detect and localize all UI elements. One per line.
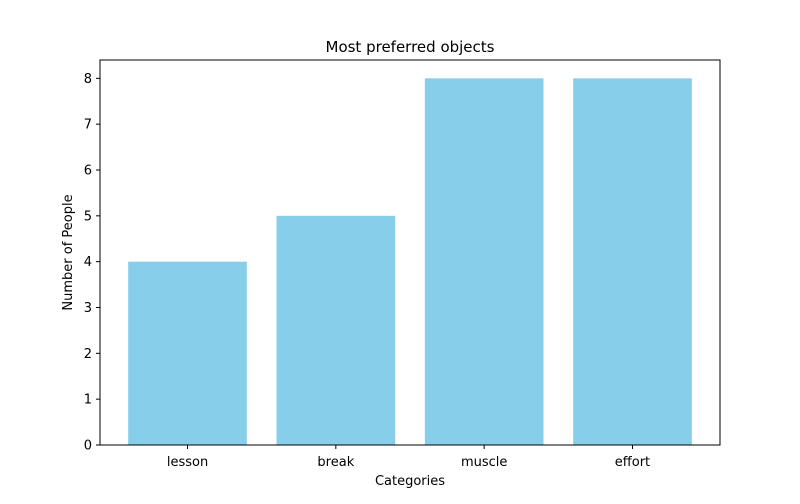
y-tick-label: 3 (84, 301, 92, 316)
y-axis-ticks: 0 1 2 3 4 5 6 7 8 (84, 72, 100, 454)
y-tick-label: 0 (84, 439, 92, 454)
x-tick-label: effort (615, 455, 650, 470)
y-tick-label: 2 (84, 347, 92, 362)
y-tick-label: 1 (84, 393, 92, 408)
y-tick-label: 4 (84, 255, 92, 270)
bar-break (276, 215, 396, 445)
x-tick-label: muscle (461, 455, 507, 470)
y-axis-label: Number of People (61, 194, 76, 310)
y-tick-label: 7 (84, 118, 92, 133)
x-axis-label: Categories (375, 474, 445, 489)
bar-effort (573, 78, 692, 445)
x-tick-label: lesson (167, 455, 208, 470)
bars-group (128, 78, 692, 445)
y-tick-label: 6 (84, 164, 92, 179)
axes-frame (99, 59, 721, 446)
y-tick-label: 8 (84, 72, 92, 87)
chart-title: Most preferred objects (326, 38, 495, 56)
bar-muscle (424, 78, 544, 445)
x-axis-ticks: lesson break muscle effort (167, 445, 650, 470)
y-tick-label: 5 (84, 209, 92, 224)
bar-lesson (128, 261, 247, 445)
x-tick-label: break (317, 455, 354, 470)
